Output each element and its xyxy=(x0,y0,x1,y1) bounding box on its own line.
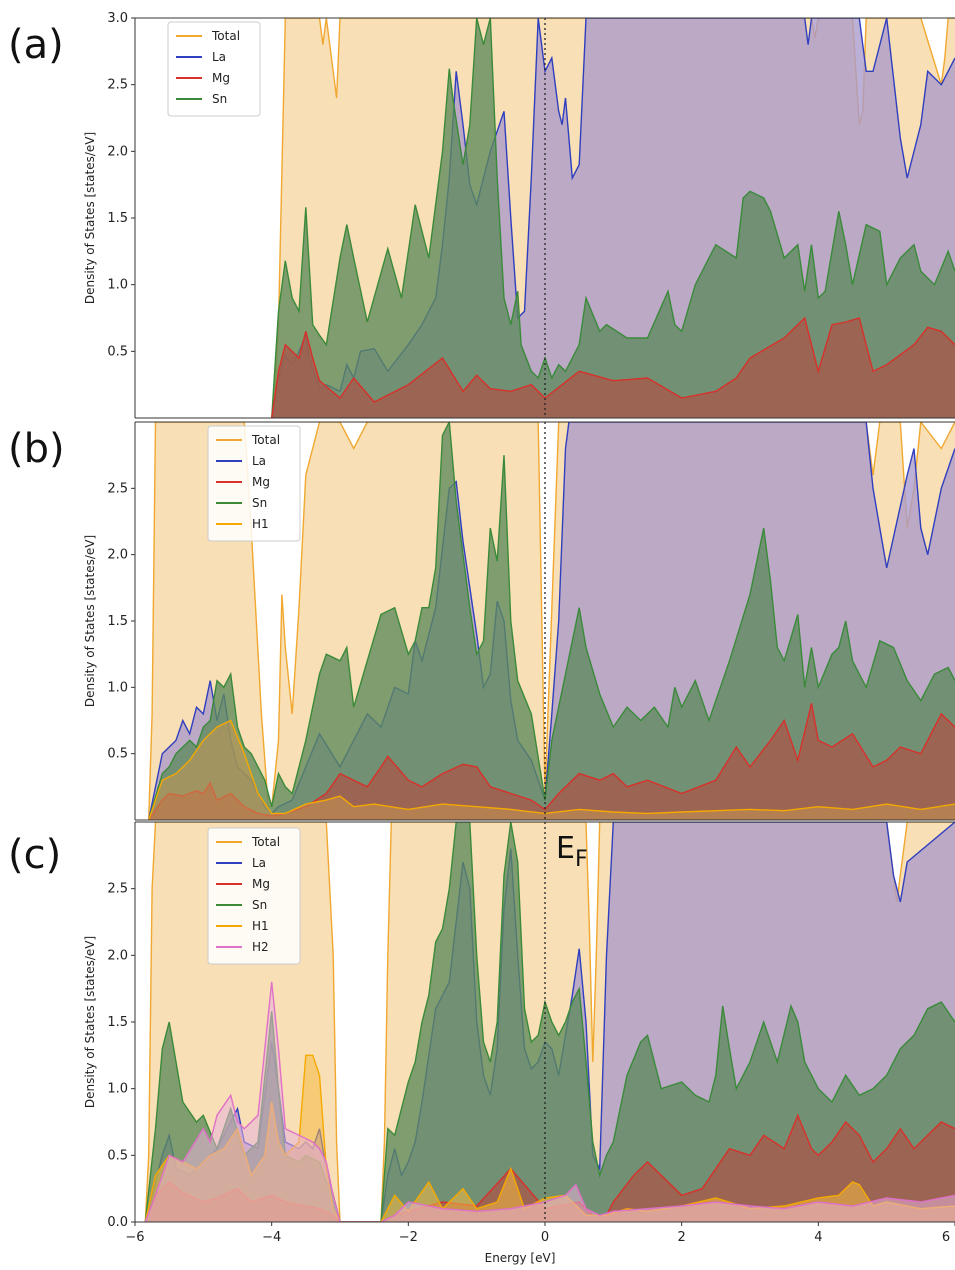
series-area-mg xyxy=(271,318,955,418)
y-tick-label: 2.0 xyxy=(107,144,128,159)
y-tick-label: 1.0 xyxy=(107,680,128,695)
y-tick-label: 2.5 xyxy=(107,481,128,496)
legend-label-h1: H1 xyxy=(252,919,269,933)
y-tick-label: 2.0 xyxy=(107,548,128,563)
series-line-sn xyxy=(271,18,955,418)
panel-3: 0.0 0.5 1.0 1.5 2.0 2.5 Density of States [sta… xyxy=(8,821,955,1265)
series-line-sn xyxy=(148,422,955,820)
series-line-h1 xyxy=(148,719,955,820)
legend-label-la: La xyxy=(252,454,266,468)
series-line-h2 xyxy=(144,981,955,1222)
legend-label-total: Total xyxy=(251,433,280,447)
y-tick-label: 3.0 xyxy=(107,11,128,26)
x-axis-label: Energy [eV] xyxy=(485,1251,556,1265)
legend-label-la: La xyxy=(252,856,266,870)
legend-label-mg: Mg xyxy=(252,475,270,489)
legend-label-h2: H2 xyxy=(252,940,269,954)
x-tick-label: −6 xyxy=(125,1230,144,1245)
x-tick-label: 0 xyxy=(541,1230,549,1245)
x-tick-label: 2 xyxy=(678,1230,686,1245)
plot-area xyxy=(144,822,955,1222)
y-tick-label: 1.0 xyxy=(107,278,128,293)
series-area-mg xyxy=(145,1115,955,1222)
series-area-sn xyxy=(145,822,955,1222)
plot-area xyxy=(271,18,955,418)
plot-area xyxy=(148,422,955,820)
series-area-h1 xyxy=(148,720,955,820)
series-area-mg xyxy=(148,703,955,820)
y-tick-label: 0.5 xyxy=(107,1148,128,1163)
y-tick-label: 2.5 xyxy=(107,78,128,93)
legend-label-la: La xyxy=(212,50,226,64)
legend-label-mg: Mg xyxy=(252,877,270,891)
y-tick-label: 1.5 xyxy=(107,1015,128,1030)
panel-label: (a) xyxy=(8,22,64,68)
panel-2: 0.5 1.0 1.5 2.0 2.5 Density of States [states… xyxy=(8,421,955,821)
x-tick-label: −2 xyxy=(399,1230,418,1245)
legend-box xyxy=(167,21,261,117)
legend-label-sn: Sn xyxy=(252,898,267,912)
y-tick-label: 0.0 xyxy=(107,1215,128,1230)
legend-label-sn: Sn xyxy=(252,496,267,510)
panel-label: (b) xyxy=(8,426,65,472)
y-tick-label: 1.0 xyxy=(107,1082,128,1097)
fermi-level-annotation: EF xyxy=(556,831,588,872)
y-axis-label: Density of States [states/eV] xyxy=(83,535,97,707)
x-tick-label: 6 xyxy=(942,1230,950,1245)
y-tick-label: 2.5 xyxy=(107,882,128,897)
series-area-h2 xyxy=(145,982,955,1222)
x-tick-label: 4 xyxy=(814,1230,822,1245)
panel-1: 0.5 1.0 1.5 2.0 2.5 3.0 Density of States [sta… xyxy=(8,11,955,419)
legend-label-total: Total xyxy=(251,835,280,849)
legend-label-sn: Sn xyxy=(212,92,227,106)
y-tick-label: 1.5 xyxy=(107,211,128,226)
fermi-level-subscript: F xyxy=(575,847,588,872)
series-area-sn xyxy=(148,422,955,820)
series-line-mg xyxy=(271,316,955,418)
x-tick-label: −4 xyxy=(262,1230,281,1245)
series-line-total xyxy=(148,422,955,820)
series-area-sn xyxy=(271,18,955,418)
y-tick-label: 2.0 xyxy=(107,948,128,963)
y-tick-label: 0.5 xyxy=(107,747,128,762)
legend-label-total: Total xyxy=(211,29,240,43)
legend-label-mg: Mg xyxy=(212,71,230,85)
y-axis-label: Density of States [states/eV] xyxy=(83,936,97,1108)
panel-label: (c) xyxy=(8,832,61,878)
legend-box xyxy=(207,425,301,542)
y-tick-label: 0.5 xyxy=(107,344,128,359)
y-axis-label: Density of States [states/eV] xyxy=(83,132,97,304)
legend-label-h1: H1 xyxy=(252,517,269,531)
y-tick-label: 1.5 xyxy=(107,614,128,629)
